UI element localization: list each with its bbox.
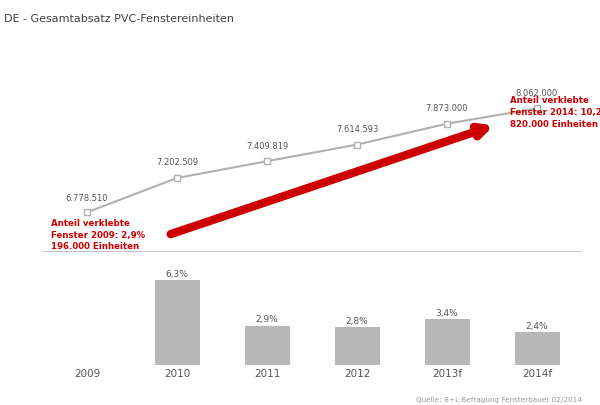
Text: 7.614.593: 7.614.593 — [336, 125, 378, 134]
Bar — [155, 280, 199, 364]
Text: 7.409.819: 7.409.819 — [246, 142, 288, 151]
Bar — [425, 319, 470, 364]
Text: 8.062.000: 8.062.000 — [516, 89, 558, 98]
Text: Quelle: B+L Befragung Fensterbauer 02/2014: Quelle: B+L Befragung Fensterbauer 02/20… — [416, 397, 582, 403]
Bar — [335, 327, 380, 364]
Text: DE - Gesamtabsatz PVC-Fenstereinheiten: DE - Gesamtabsatz PVC-Fenstereinheiten — [4, 14, 234, 23]
Text: 6.778.510: 6.778.510 — [66, 194, 108, 202]
Text: 3,4%: 3,4% — [436, 309, 458, 318]
Text: 2,4%: 2,4% — [526, 322, 548, 331]
Bar — [515, 333, 560, 364]
Text: Anteil verklebte
Fenster 2009: 2,9%
196.000 Einheiten: Anteil verklebte Fenster 2009: 2,9% 196.… — [51, 219, 145, 252]
Text: Anteil verklebte
Fenster 2014: 10,2%
820.000 Einheiten: Anteil verklebte Fenster 2014: 10,2% 820… — [510, 96, 600, 129]
Text: 7.873.000: 7.873.000 — [426, 104, 468, 113]
Text: 2,9%: 2,9% — [256, 315, 278, 324]
Bar — [245, 326, 290, 364]
Text: 6,3%: 6,3% — [166, 270, 188, 279]
Text: 7.202.509: 7.202.509 — [156, 158, 198, 167]
Text: 2,8%: 2,8% — [346, 317, 368, 326]
